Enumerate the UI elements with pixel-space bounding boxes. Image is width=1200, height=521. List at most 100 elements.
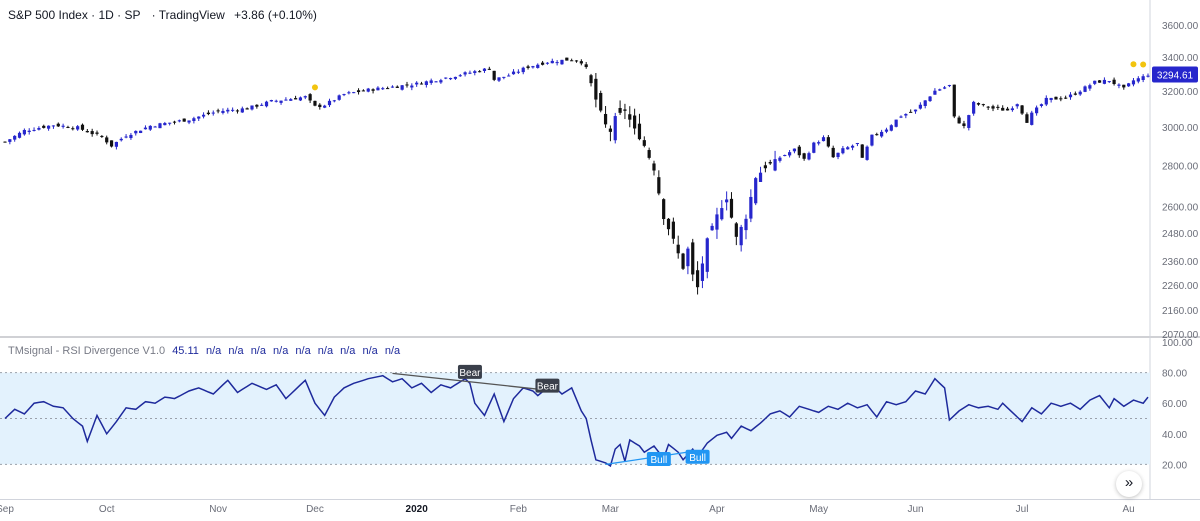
bear-tag-label: Bear xyxy=(537,382,559,393)
candle-body xyxy=(540,62,545,65)
candle-body xyxy=(419,83,424,85)
signal-dot xyxy=(1140,61,1147,68)
candle-body xyxy=(410,85,414,88)
candle-body xyxy=(1136,78,1140,82)
candle-body xyxy=(972,101,976,114)
price-tick-label: 3600.00 xyxy=(1162,21,1199,32)
candle-body xyxy=(85,130,89,133)
candle-body xyxy=(32,129,36,131)
candle-body xyxy=(628,114,632,120)
candle-body xyxy=(865,146,869,160)
price-change: +3.86 (+0.10%) xyxy=(234,8,317,22)
candle-body xyxy=(289,99,293,101)
candle-body xyxy=(860,144,864,158)
candle-body xyxy=(1131,80,1136,85)
candle-body xyxy=(1064,97,1068,99)
candle-body xyxy=(415,82,419,85)
candle-body xyxy=(1010,108,1014,111)
indicator-extra: n/a xyxy=(384,345,401,357)
candle-body xyxy=(812,142,816,153)
candle-body xyxy=(831,147,835,158)
candle-body xyxy=(1015,104,1019,107)
time-tick-label: Feb xyxy=(510,504,528,515)
candle-body xyxy=(807,153,811,160)
candle-body xyxy=(109,140,114,147)
price-tick-label: 3200.00 xyxy=(1162,87,1199,98)
candle-body xyxy=(671,221,675,239)
candle-body xyxy=(197,116,201,119)
candle-body xyxy=(817,142,821,144)
indicator-extra: n/a xyxy=(317,345,334,357)
candle-body xyxy=(119,138,123,141)
indicator-extra: n/a xyxy=(205,345,222,357)
candle-body xyxy=(647,150,651,158)
candle-body xyxy=(458,75,462,77)
candle-body xyxy=(821,137,826,142)
candle-body xyxy=(1078,91,1082,95)
candle-body xyxy=(463,72,467,75)
candle-body xyxy=(1141,76,1145,81)
candle-body xyxy=(739,226,743,246)
candle-body xyxy=(1001,107,1005,111)
candle-body xyxy=(788,152,792,156)
candle-body xyxy=(395,86,399,88)
candle-body xyxy=(942,87,947,89)
candle-body xyxy=(129,134,133,139)
symbol-title[interactable]: S&P 500 Index · 1D · SP xyxy=(8,8,141,22)
candle-body xyxy=(734,223,738,237)
bull-tag-label: Bull xyxy=(689,453,706,464)
bear-tag-box xyxy=(535,378,560,393)
candle-body xyxy=(235,110,240,112)
candle-body xyxy=(497,77,501,81)
candle-body xyxy=(332,100,336,102)
candle-body xyxy=(163,123,167,126)
candle-body xyxy=(783,155,787,157)
candle-body xyxy=(8,139,12,142)
candle-body xyxy=(1030,112,1034,125)
time-tick-label: 2020 xyxy=(406,504,429,515)
candle-body xyxy=(201,114,206,117)
candle-body xyxy=(1117,84,1121,86)
candle-body xyxy=(1112,79,1116,85)
candle-body xyxy=(705,238,709,272)
candle-body xyxy=(260,104,264,106)
candle-body xyxy=(700,263,705,281)
candle-body xyxy=(584,64,588,68)
candle-body xyxy=(768,162,772,164)
indicator-extra: n/a xyxy=(228,345,244,357)
candle-body xyxy=(981,104,985,106)
candle-body xyxy=(255,104,259,107)
candle-body xyxy=(511,71,516,75)
candle-body xyxy=(366,88,370,92)
candle-body xyxy=(124,136,128,138)
candle-body xyxy=(429,80,433,83)
bull-tag-box xyxy=(646,452,671,467)
bear-tag-label: Bear xyxy=(459,368,481,379)
scroll-to-realtime-button[interactable]: » xyxy=(1116,471,1142,497)
candle-body xyxy=(637,123,642,140)
candle-body xyxy=(376,87,380,91)
candle-body xyxy=(356,90,361,93)
candle-body xyxy=(1049,97,1053,101)
candle-body xyxy=(1073,93,1077,95)
indicator-legend[interactable]: TMsignal - RSI Divergence V1.0 45.11 n/a… xyxy=(8,345,400,357)
time-tick-label: Nov xyxy=(209,504,227,515)
indicator-extra: n/a xyxy=(295,345,311,357)
candle-body xyxy=(487,68,491,70)
candle-body xyxy=(323,105,327,108)
candle-body xyxy=(1107,81,1111,83)
last-price-label: 3294.61 xyxy=(1157,70,1194,81)
candle-body xyxy=(303,96,307,98)
candle-body xyxy=(352,92,356,94)
candle-body xyxy=(134,130,138,134)
candle-body xyxy=(599,92,603,111)
signal-dot xyxy=(311,84,318,91)
candle-body xyxy=(526,66,530,68)
candle-body xyxy=(884,129,889,132)
candle-body xyxy=(502,76,506,78)
candle-body xyxy=(439,80,443,83)
rsi-tick-label: 40.00 xyxy=(1162,430,1187,441)
candle-body xyxy=(899,116,903,118)
candle-body xyxy=(468,72,472,74)
